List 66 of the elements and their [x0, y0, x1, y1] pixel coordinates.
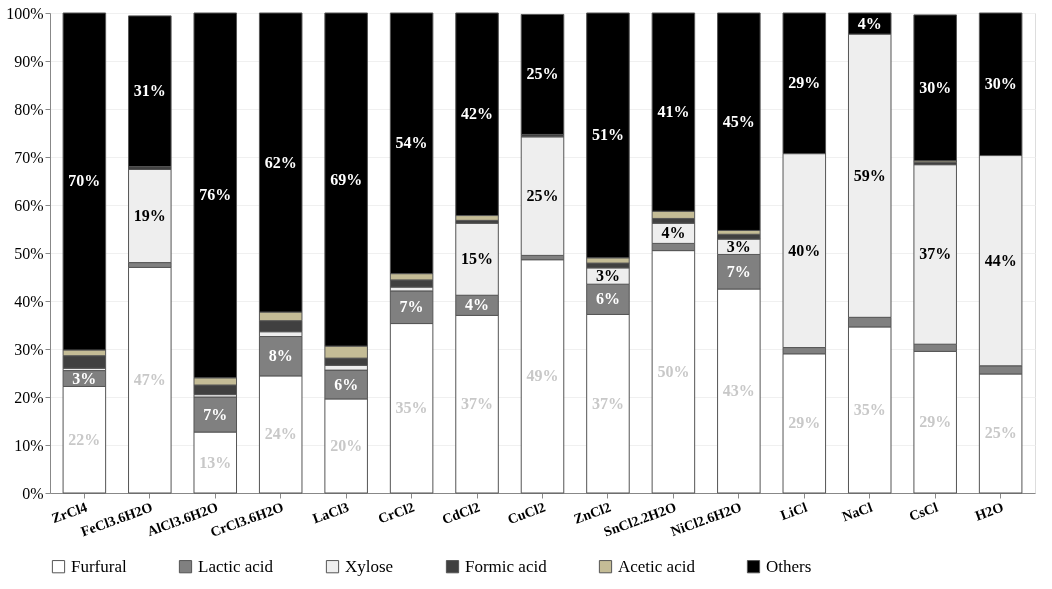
data-label: 25%	[526, 187, 559, 205]
bar	[520, 13, 565, 135]
data-label: 3%	[72, 369, 97, 387]
x-tick-label: CsCl	[907, 499, 941, 524]
legend-label: Acetic acid	[618, 556, 696, 576]
x-tick-label: LaCl3	[310, 499, 351, 527]
y-tick-label: 60%	[14, 196, 44, 214]
data-label: 45%	[722, 112, 755, 130]
bar	[455, 12, 499, 217]
y-tick-label: 80%	[14, 100, 44, 118]
legend-label: Formic acid	[465, 556, 548, 576]
data-label: 4%	[465, 296, 490, 314]
data-label: 30%	[919, 78, 952, 96]
data-label: 69%	[330, 170, 363, 188]
data-label: 19%	[133, 207, 166, 225]
y-tick-label: 50%	[14, 244, 44, 262]
data-label: 25%	[526, 65, 559, 83]
data-label: 37%	[919, 245, 952, 263]
data-label: 42%	[461, 105, 494, 123]
data-label: 44%	[984, 251, 1017, 269]
bar	[717, 12, 761, 231]
data-label: 4%	[661, 224, 686, 242]
bar	[128, 15, 172, 168]
y-tick-label: 40%	[14, 292, 44, 310]
y-tick-label: 10%	[14, 436, 44, 454]
x-tick-label: CdCl2	[440, 499, 482, 527]
y-tick-label: 100%	[6, 4, 44, 22]
data-label: 31%	[133, 82, 166, 100]
data-label: 7%	[399, 298, 424, 316]
bar	[913, 14, 957, 162]
data-label: 6%	[334, 375, 359, 393]
bar	[520, 259, 565, 494]
data-label: 6%	[595, 290, 620, 308]
data-label: 3%	[726, 237, 751, 255]
x-tick-label: NaCl	[840, 499, 875, 525]
data-label: 29%	[788, 74, 821, 92]
x-tick-label: CuCl2	[505, 499, 548, 527]
data-label: 8%	[268, 347, 293, 365]
bar	[128, 266, 172, 494]
x-tick-label: H2O	[973, 499, 1006, 524]
x-tick-label: LiCl	[778, 499, 810, 523]
data-label: 76%	[199, 186, 232, 204]
data-label: 40%	[788, 241, 821, 259]
legend-label: Xylose	[345, 556, 394, 576]
data-label: 4%	[857, 14, 882, 32]
data-label: 41%	[657, 103, 690, 121]
x-tick-label: CrCl2	[376, 499, 417, 527]
legend-label: Furfural	[71, 556, 127, 576]
data-label: 30%	[984, 75, 1017, 93]
data-label: 7%	[203, 405, 228, 423]
y-tick-label: 0%	[22, 484, 44, 502]
legend-label: Others	[766, 556, 812, 576]
data-label: 7%	[726, 262, 751, 280]
y-tick-label: 90%	[14, 52, 44, 70]
data-label: 15%	[461, 250, 494, 268]
data-label: 59%	[853, 166, 886, 184]
bar	[62, 355, 107, 369]
data-label: 51%	[591, 126, 624, 144]
y-tick-label: 70%	[14, 148, 44, 166]
data-label: 62%	[264, 153, 297, 171]
y-tick-label: 20%	[14, 388, 44, 406]
data-label: 3%	[595, 267, 620, 285]
legend-label: Lactic acid	[198, 556, 274, 576]
data-label: 54%	[395, 134, 428, 152]
y-tick-label: 30%	[14, 340, 44, 358]
data-label: 70%	[68, 172, 101, 190]
